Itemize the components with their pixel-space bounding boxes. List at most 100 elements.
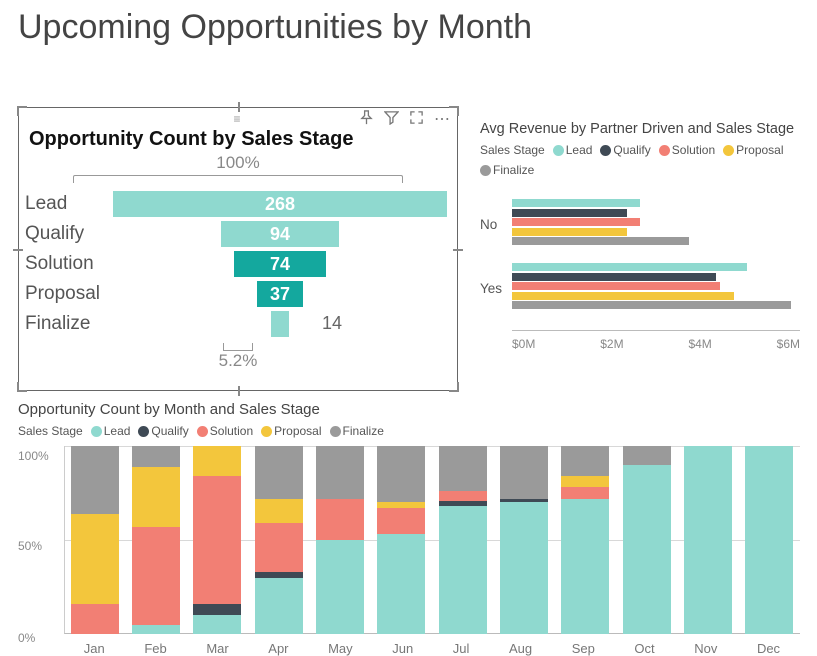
stack-segment[interactable]: [439, 506, 487, 634]
by-month-panel[interactable]: Opportunity Count by Month and Sales Sta…: [18, 401, 800, 656]
month-column[interactable]: [623, 446, 671, 634]
selection-handle[interactable]: [238, 386, 240, 396]
pin-icon[interactable]: [359, 110, 374, 130]
avg-bar[interactable]: [512, 301, 791, 309]
stack-segment[interactable]: [193, 476, 241, 604]
selection-handle[interactable]: [13, 249, 23, 251]
stack-segment[interactable]: [316, 540, 364, 634]
stack-segment[interactable]: [71, 514, 119, 604]
funnel-bar[interactable]: [271, 311, 288, 337]
avg-bar[interactable]: [512, 209, 627, 217]
stack-segment[interactable]: [439, 491, 487, 500]
stack-segment[interactable]: [255, 523, 303, 572]
stack-segment[interactable]: [193, 604, 241, 615]
legend-swatch: [138, 426, 149, 437]
funnel-bar[interactable]: 74: [234, 251, 326, 277]
legend-label: Sales Stage: [480, 143, 545, 157]
legend-item[interactable]: Lead: [553, 143, 593, 157]
stack-segment[interactable]: [439, 446, 487, 491]
avg-bar[interactable]: [512, 228, 627, 236]
month-column[interactable]: [71, 446, 119, 634]
by-month-chart: 0% 50% 100% JanFebMarAprMayJunJulAugSepO…: [18, 446, 800, 656]
avg-bar[interactable]: [512, 292, 734, 300]
legend-label: Sales Stage: [18, 424, 83, 438]
avg-bar[interactable]: [512, 199, 640, 207]
stack-segment[interactable]: [255, 578, 303, 634]
legend-item[interactable]: Proposal: [261, 424, 321, 438]
stack-segment[interactable]: [132, 527, 180, 625]
month-column[interactable]: [561, 446, 609, 634]
stack-segment[interactable]: [377, 534, 425, 634]
avg-bar[interactable]: [512, 218, 640, 226]
funnel-bar[interactable]: 268: [113, 191, 447, 217]
stack-segment[interactable]: [500, 502, 548, 634]
stack-segment[interactable]: [561, 476, 609, 487]
legend-item[interactable]: Solution: [197, 424, 253, 438]
more-options-icon[interactable]: ⋯: [434, 115, 451, 125]
legend-item[interactable]: Finalize: [480, 163, 534, 177]
month-column[interactable]: [132, 446, 180, 634]
stack-segment[interactable]: [316, 446, 364, 499]
funnel-row[interactable]: Proposal37: [25, 279, 447, 309]
selection-handle[interactable]: [453, 249, 463, 251]
avg-bar[interactable]: [512, 282, 720, 290]
stack-segment[interactable]: [377, 508, 425, 534]
stack-segment[interactable]: [193, 446, 241, 476]
legend-item[interactable]: Qualify: [600, 143, 650, 157]
stack-segment[interactable]: [745, 446, 793, 634]
filter-icon[interactable]: [384, 110, 399, 130]
month-column[interactable]: [684, 446, 732, 634]
funnel-stage-label: Finalize: [25, 313, 113, 335]
month-column[interactable]: [745, 446, 793, 634]
stack-segment[interactable]: [561, 499, 609, 634]
funnel-row[interactable]: Solution74: [25, 249, 447, 279]
month-column[interactable]: [193, 446, 241, 634]
funnel-bar[interactable]: 37: [257, 281, 303, 307]
funnel-bottom-bracket: [223, 343, 253, 351]
legend-item[interactable]: Proposal: [723, 143, 783, 157]
legend-item[interactable]: Solution: [659, 143, 715, 157]
avg-bar[interactable]: [512, 273, 716, 281]
legend-swatch: [600, 145, 611, 156]
month-column[interactable]: [500, 446, 548, 634]
month-label: Nov: [694, 641, 717, 656]
funnel-row[interactable]: Finalize14: [25, 309, 447, 339]
stack-segment[interactable]: [684, 446, 732, 634]
stack-segment[interactable]: [71, 604, 119, 634]
funnel-bar-area: 37: [113, 281, 447, 307]
funnel-chart-panel[interactable]: ≡ ⋯ Opportunity Count by Sales Stage 100…: [18, 107, 458, 391]
month-column[interactable]: [377, 446, 425, 634]
stack-segment[interactable]: [255, 499, 303, 523]
stack-segment[interactable]: [71, 446, 119, 514]
drag-grip-icon[interactable]: ≡: [233, 112, 242, 126]
funnel-bar[interactable]: 94: [221, 221, 338, 247]
focus-mode-icon[interactable]: [409, 110, 424, 130]
funnel-row[interactable]: Qualify94: [25, 219, 447, 249]
avg-revenue-panel[interactable]: Avg Revenue by Partner Driven and Sales …: [480, 121, 800, 351]
stack-segment[interactable]: [623, 446, 671, 465]
month-column[interactable]: [439, 446, 487, 634]
legend-item[interactable]: Qualify: [138, 424, 188, 438]
legend-item[interactable]: Lead: [91, 424, 131, 438]
avg-bar[interactable]: [512, 263, 747, 271]
stack-segment[interactable]: [316, 499, 364, 540]
stack-segment[interactable]: [561, 446, 609, 476]
funnel-row[interactable]: Lead268: [25, 189, 447, 219]
stack-segment[interactable]: [255, 446, 303, 499]
legend-swatch: [659, 145, 670, 156]
avg-bar[interactable]: [512, 237, 689, 245]
month-column[interactable]: [255, 446, 303, 634]
legend-item[interactable]: Finalize: [330, 424, 384, 438]
stack-segment[interactable]: [500, 446, 548, 499]
stack-segment[interactable]: [132, 467, 180, 527]
y-axis-tick: 0%: [18, 631, 35, 645]
stack-segment[interactable]: [377, 446, 425, 502]
x-tick-label: $6M: [777, 337, 800, 351]
stack-segment[interactable]: [561, 487, 609, 498]
selection-corner: [17, 382, 27, 392]
selection-handle[interactable]: [238, 102, 240, 112]
stack-segment[interactable]: [132, 446, 180, 467]
stack-segment[interactable]: [193, 615, 241, 634]
stack-segment[interactable]: [623, 465, 671, 634]
month-column[interactable]: [316, 446, 364, 634]
